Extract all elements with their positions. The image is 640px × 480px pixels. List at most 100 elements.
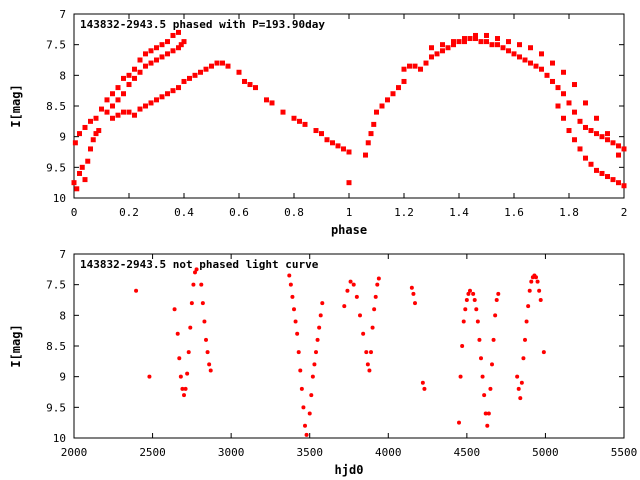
- x-tick-label: 2500: [139, 446, 166, 459]
- data-point: [594, 131, 599, 137]
- data-point: [314, 350, 318, 355]
- data-point: [561, 69, 566, 75]
- y-tick-label: 8: [59, 69, 66, 82]
- data-point: [534, 275, 538, 280]
- data-point: [348, 279, 353, 284]
- data-point: [457, 420, 461, 425]
- data-point: [369, 350, 373, 355]
- data-point: [148, 48, 154, 54]
- data-point: [143, 51, 148, 57]
- data-point: [529, 279, 534, 284]
- x-tick-label: 1.6: [504, 206, 524, 219]
- data-point: [401, 66, 407, 72]
- data-point: [147, 374, 152, 379]
- data-point: [555, 103, 561, 109]
- data-point: [610, 177, 616, 183]
- data-point: [482, 393, 487, 398]
- data-point: [205, 350, 210, 355]
- data-point: [295, 331, 300, 336]
- y-tick-label: 8.5: [46, 100, 66, 113]
- data-point: [110, 91, 115, 97]
- axis-ticks: 2000 2500 3000 3500 4000 4500 5000 5500 7 7.5 8 8.5…: [46, 248, 637, 459]
- data-point: [550, 78, 555, 84]
- data-point: [413, 301, 417, 306]
- data-point: [467, 36, 473, 42]
- chart-title: 143832-2943.5 not phased light curve: [80, 258, 319, 271]
- data-point: [385, 97, 390, 103]
- data-point: [423, 60, 429, 66]
- data-point: [477, 337, 482, 342]
- data-point: [374, 109, 379, 115]
- data-point: [616, 180, 621, 186]
- data-point: [463, 307, 468, 312]
- data-point: [178, 374, 183, 379]
- data-point: [194, 267, 199, 272]
- data-point: [354, 294, 359, 299]
- data-point: [460, 344, 465, 348]
- data-point: [310, 374, 315, 379]
- data-point: [189, 301, 194, 306]
- data-point: [616, 152, 621, 158]
- x-tick-label: 2000: [61, 446, 88, 459]
- data-point: [303, 423, 307, 428]
- data-point: [478, 39, 484, 45]
- data-point: [170, 48, 176, 54]
- data-point: [506, 39, 511, 45]
- x-tick-label: 0.2: [119, 206, 139, 219]
- data-point: [495, 36, 500, 42]
- x-tick-label: 4000: [375, 446, 402, 459]
- data-point: [555, 85, 561, 91]
- data-point: [451, 39, 456, 45]
- data-point: [302, 121, 308, 127]
- data-point: [516, 386, 521, 391]
- data-point: [225, 63, 231, 69]
- data-point: [466, 291, 471, 296]
- data-point: [474, 307, 479, 312]
- data-point: [77, 170, 82, 176]
- data-point: [121, 75, 126, 81]
- data-point: [420, 380, 425, 385]
- data-point: [185, 371, 190, 376]
- data-point: [599, 170, 605, 176]
- data-point: [407, 63, 412, 69]
- data-point: [209, 63, 214, 69]
- data-point: [345, 288, 350, 293]
- data-point: [572, 82, 577, 88]
- data-point: [528, 45, 533, 51]
- data-point: [375, 282, 380, 287]
- data-point: [376, 276, 381, 281]
- data-point: [550, 60, 555, 66]
- data-point: [126, 72, 132, 78]
- data-point: [583, 124, 588, 130]
- x-tick-label: 0.6: [229, 206, 249, 219]
- data-point: [301, 405, 306, 410]
- data-point: [539, 66, 544, 72]
- data-point: [280, 109, 286, 115]
- data-point: [110, 115, 115, 121]
- y-tick-label: 8: [59, 309, 66, 322]
- data-point: [242, 78, 247, 84]
- data-point: [104, 109, 110, 115]
- data-point: [572, 137, 577, 143]
- data-point: [491, 337, 496, 342]
- data-point: [528, 60, 533, 66]
- data-point: [523, 337, 527, 342]
- data-point: [485, 423, 490, 428]
- data-point: [309, 393, 314, 398]
- data-point: [368, 131, 374, 137]
- data-point: [610, 140, 616, 146]
- data-point: [390, 91, 396, 97]
- data-point: [121, 91, 126, 97]
- data-point: [451, 42, 456, 48]
- data-point: [538, 298, 543, 302]
- data-point: [187, 75, 192, 81]
- data-point: [165, 39, 170, 45]
- data-point: [346, 180, 352, 186]
- data-point: [170, 88, 176, 94]
- x-tick-label: 2: [621, 206, 628, 219]
- data-point: [207, 362, 212, 367]
- data-point: [605, 174, 610, 180]
- data-point: [181, 78, 187, 84]
- data-point: [90, 137, 96, 143]
- data-point: [99, 106, 104, 112]
